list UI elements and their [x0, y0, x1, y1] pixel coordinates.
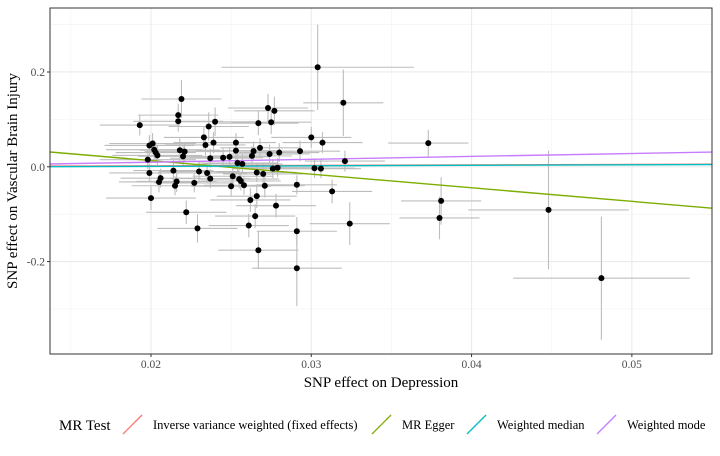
data-point: [144, 156, 151, 163]
data-point: [234, 159, 241, 166]
data-point: [207, 155, 214, 162]
data-point: [311, 165, 318, 172]
data-point: [146, 169, 153, 176]
data-point: [232, 139, 239, 146]
legend-label-1: Inverse variance weighted (fixed effects…: [153, 418, 358, 432]
data-point: [319, 139, 326, 146]
data-point: [297, 148, 304, 155]
data-point: [147, 195, 154, 202]
data-point: [264, 105, 271, 112]
x-tick-label: 0.05: [622, 359, 642, 371]
data-point: [261, 182, 268, 189]
data-point: [271, 107, 278, 114]
data-point: [154, 152, 161, 159]
data-point: [157, 175, 164, 182]
data-point: [237, 178, 244, 184]
data-point: [200, 134, 207, 141]
data-point: [175, 118, 182, 125]
data-point: [438, 197, 445, 204]
data-point: [194, 225, 201, 232]
data-point: [196, 168, 203, 175]
data-point: [149, 140, 156, 147]
data-point: [260, 170, 267, 177]
data-point: [253, 169, 260, 176]
data-point: [340, 99, 347, 106]
data-point: [255, 120, 262, 127]
legend-label-3: Weighted median: [497, 418, 585, 432]
data-point: [204, 169, 211, 176]
plot-panel-border: [49, 7, 713, 355]
data-point: [314, 64, 321, 71]
data-point: [317, 165, 324, 172]
data-point: [346, 220, 353, 227]
data-point: [293, 265, 300, 272]
fit-line-4: [49, 151, 713, 165]
data-point: [255, 247, 262, 254]
data-point: [248, 152, 255, 159]
data-point: [175, 112, 182, 119]
data-point: [180, 153, 187, 160]
data-point: [191, 179, 198, 186]
x-tick-label: 0.04: [462, 359, 482, 371]
data-point: [240, 182, 247, 189]
legend-label-2: MR Egger: [402, 418, 455, 432]
data-point: [220, 154, 227, 161]
data-point: [173, 178, 180, 185]
data-point: [252, 213, 259, 220]
data-point: [269, 165, 276, 172]
data-point: [268, 119, 275, 126]
data-point: [228, 183, 235, 190]
data-point: [274, 164, 281, 171]
data-point: [176, 147, 183, 154]
data-point: [226, 153, 233, 160]
data-point: [136, 122, 143, 129]
data-point: [210, 139, 217, 146]
data-point: [256, 144, 263, 151]
legend-title: MR Test: [59, 418, 111, 434]
data-point: [293, 228, 300, 235]
legend-label-4: Weighted mode: [627, 418, 706, 432]
x-tick-label: 0.03: [301, 359, 321, 371]
data-point: [247, 196, 254, 203]
data-point: [253, 193, 260, 200]
y-axis-title: SNP effect on Vascular Brain Injury: [5, 73, 21, 289]
y-tick-label: 0.0: [31, 162, 46, 174]
data-point: [202, 141, 209, 148]
data-point: [266, 150, 273, 157]
legend-key-2: [371, 414, 392, 435]
x-tick-label: 0.02: [141, 359, 161, 371]
data-point: [170, 167, 177, 174]
data-point: [239, 160, 246, 167]
data-point: [181, 148, 188, 155]
x-axis-title: SNP effect on Depression: [304, 375, 459, 391]
data-point: [341, 158, 348, 165]
data-point: [178, 96, 185, 103]
data-point: [183, 209, 190, 216]
data-point: [425, 140, 432, 147]
data-point: [245, 222, 252, 229]
data-point: [436, 214, 443, 221]
data-point: [232, 147, 239, 154]
data-point: [212, 118, 219, 125]
data-point: [273, 202, 280, 209]
legend-key-3: [466, 414, 487, 435]
y-tick-label: 0.2: [31, 67, 46, 79]
data-point: [598, 275, 605, 282]
data-point: [308, 134, 315, 141]
legend-key-4: [596, 414, 617, 435]
data-point: [250, 148, 257, 155]
legend-key-1: [122, 414, 143, 435]
y-tick-label: -0.2: [27, 257, 45, 269]
data-point: [205, 123, 212, 130]
data-point: [293, 181, 300, 188]
data-point: [229, 173, 236, 180]
fit-line-3: [49, 163, 713, 168]
data-point: [329, 188, 336, 195]
data-point: [545, 206, 552, 213]
data-point: [276, 149, 283, 156]
data-point: [207, 175, 214, 182]
